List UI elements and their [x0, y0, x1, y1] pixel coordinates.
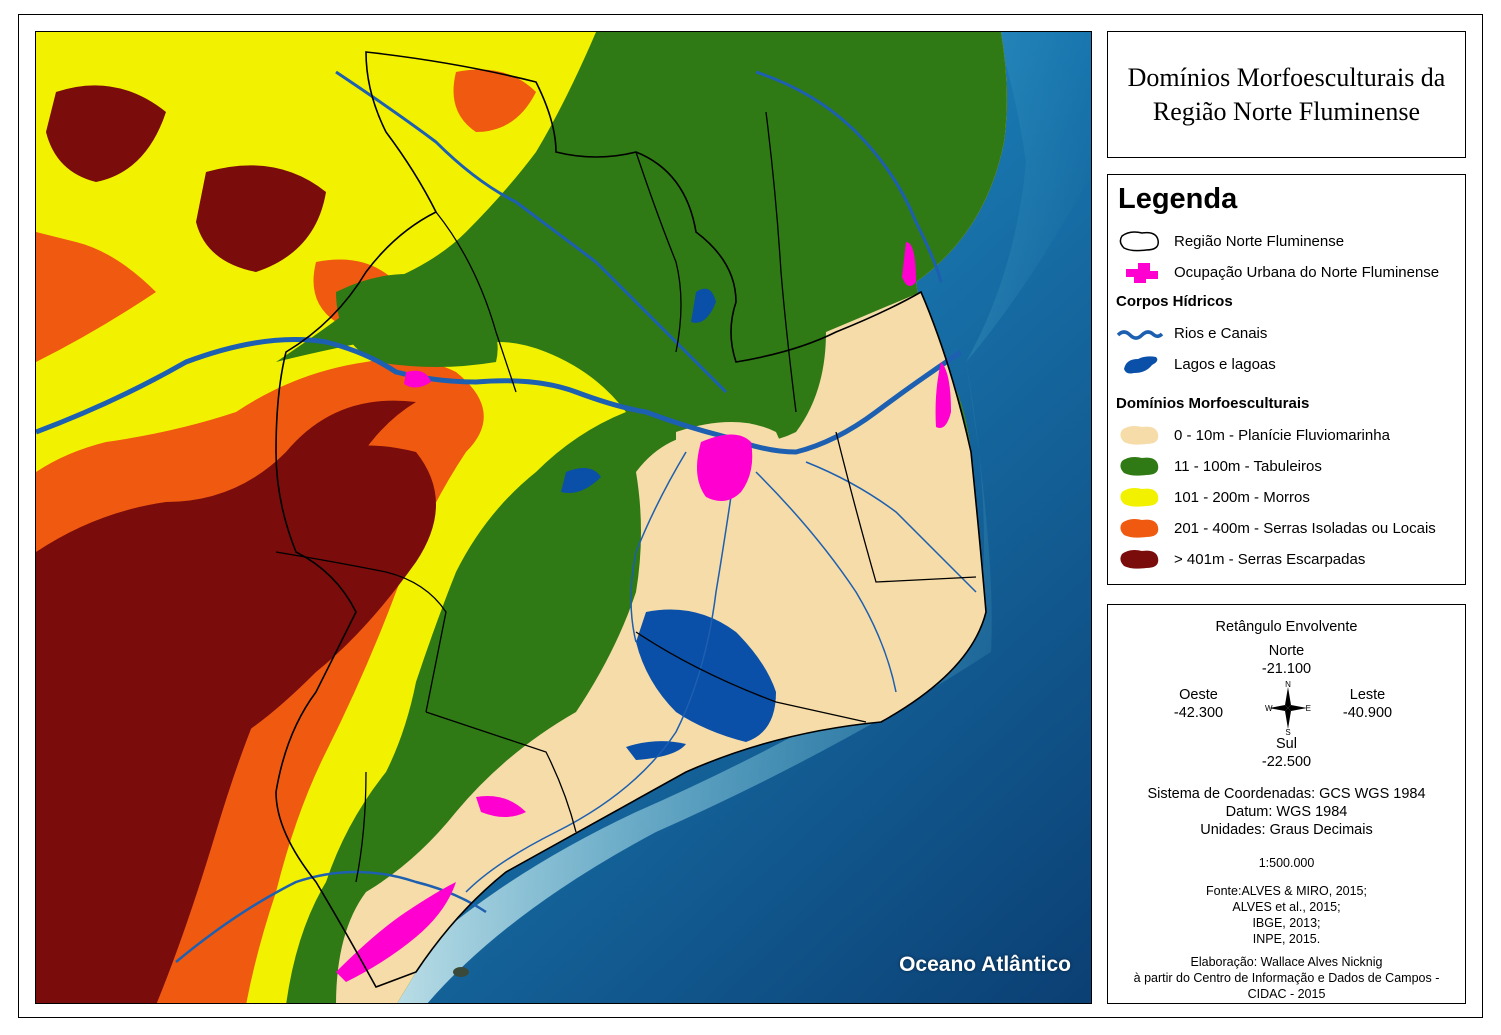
source-line: ALVES et al., 2015;: [1232, 900, 1341, 914]
municipio-divisa-1: [435, 211, 517, 393]
urbano-centro: [404, 370, 431, 388]
credit-line: à partir do Centro de Informação e Dados…: [1133, 971, 1440, 985]
legend-item-planicie: 0 - 10m - Planície Fluviomarinha: [1116, 421, 1390, 449]
legend-label: 11 - 100m - Tabuleiros: [1174, 457, 1322, 475]
canal-3: [630, 451, 687, 643]
compass-rose-icon: N S W E: [1265, 681, 1311, 735]
municipio-divisa-3: [765, 111, 797, 413]
urbano-norte: [902, 242, 916, 286]
ocean-label: Oceano Atlântico: [899, 953, 1071, 976]
rio-paraiba-do-sul: [36, 337, 963, 455]
legend-domains-heading: Domínios Morfoesculturais: [1116, 395, 1310, 412]
municipio-divisa-6: [275, 551, 447, 713]
municipio-divisa-2: [635, 151, 682, 353]
bbox-south-label: Sul: [1276, 736, 1297, 752]
regiao-norte-fluminense-outline: [275, 51, 987, 988]
lagoa-feia: [636, 609, 776, 742]
rio-itabapoana: [755, 70, 943, 283]
scale: 1:500.000: [1258, 856, 1315, 870]
map-canvas: [36, 32, 1091, 1003]
urbano-campos: [697, 434, 753, 501]
region-outline-icon: [1119, 231, 1159, 252]
bbox-east-label: Leste: [1349, 687, 1386, 703]
lake-icon: [1124, 356, 1158, 374]
legend-item-regiao: Região Norte Fluminense: [1116, 227, 1344, 255]
source-line: INPE, 2015.: [1252, 932, 1321, 946]
relief-northwest-2: [196, 165, 326, 272]
canal-2: [755, 471, 897, 693]
rio-muriae: [335, 70, 728, 394]
bbox-west-value: -42.300: [1173, 705, 1224, 721]
swatch-icon: [1120, 519, 1159, 538]
legend-item-urbana: Ocupação Urbana do Norte Fluminense: [1116, 258, 1439, 286]
urbano-macae: [336, 882, 456, 982]
relief-northwest-1: [46, 85, 166, 182]
swatch-icon: [1120, 488, 1159, 507]
bbox-heading: Retângulo Envolvente: [1215, 619, 1358, 635]
legend-label: Ocupação Urbana do Norte Fluminense: [1174, 263, 1440, 281]
legend-label: Rios e Canais: [1174, 324, 1268, 342]
datum: Datum: WGS 1984: [1225, 804, 1348, 820]
bbox-south-value: -22.500: [1261, 754, 1312, 770]
compass-w: W: [1265, 704, 1273, 713]
units: Unidades: Graus Decimais: [1200, 822, 1373, 838]
map-title: Domínios Morfoesculturais da Região Nort…: [1127, 62, 1446, 126]
legend-item-rios: Rios e Canais: [1116, 319, 1267, 347]
legend-label: > 401m - Serras Escarpadas: [1174, 550, 1366, 568]
municipio-divisa-4: [835, 431, 977, 583]
urbano-sao-joao-barra: [935, 362, 951, 428]
bbox-west-label: Oeste: [1179, 687, 1218, 703]
legend-item-serras-escarpadas: > 401m - Serras Escarpadas: [1116, 545, 1365, 573]
info-panel: Retângulo Envolvente Norte -21.100 Oeste…: [1107, 604, 1466, 1004]
swatch-icon: [1120, 426, 1159, 445]
compass-n: N: [1285, 681, 1291, 689]
domain-tabuleiros-inland: [336, 274, 498, 367]
canal-campos-macae: [465, 461, 737, 893]
lagoa-north: [691, 288, 716, 323]
credit-line: Elaboração: Wallace Alves Nicknig: [1190, 955, 1383, 969]
legend-label: 0 - 10m - Planície Fluviomarinha: [1174, 426, 1390, 444]
relief-northwest-3: [453, 69, 536, 132]
lagoa-south: [626, 741, 686, 760]
source-line: Fonte:ALVES & MIRO, 2015;: [1206, 884, 1367, 898]
legend-item-serras-isoladas: 201 - 400m - Serras Isoladas ou Locais: [1116, 514, 1436, 542]
legend-item-morros: 101 - 200m - Morros: [1116, 483, 1310, 511]
compass-e: E: [1306, 704, 1311, 713]
legend-label: 101 - 200m - Morros: [1174, 488, 1310, 506]
urbano-sul: [476, 796, 526, 817]
municipio-divisa-8: [355, 771, 367, 883]
urban-area-icon: [1126, 263, 1158, 283]
swatch-icon: [1120, 457, 1159, 476]
credit-line: CIDAC - 2015: [1247, 987, 1326, 1001]
bbox-north-value: -21.100: [1261, 661, 1312, 677]
coord-system: Sistema de Coordenadas: GCS WGS 1984: [1147, 786, 1426, 802]
canal-4: [805, 461, 977, 593]
legend-label: Lagos e lagoas: [1174, 355, 1276, 373]
legend-title: Legenda: [1118, 183, 1238, 215]
relief-center-south: [216, 445, 436, 732]
legend-item-lagos: Lagos e lagoas: [1116, 350, 1276, 378]
lagoa-inland: [561, 468, 601, 493]
title-panel: Domínios Morfoesculturais da Região Nort…: [1107, 31, 1466, 158]
legend-water-heading: Corpos Hídricos: [1116, 293, 1233, 310]
legend-panel: Legenda Região Norte Fluminense Ocupação…: [1107, 174, 1466, 585]
source-line: IBGE, 2013;: [1252, 916, 1321, 930]
legend-label: Região Norte Fluminense: [1174, 232, 1345, 250]
river-icon: [1116, 330, 1164, 340]
municipio-divisa-5: [635, 631, 867, 723]
swatch-icon: [1120, 550, 1159, 569]
legend-label: 201 - 400m - Serras Isoladas ou Locais: [1174, 519, 1436, 537]
bbox-north-label: Norte: [1268, 643, 1305, 659]
legend-item-tabuleiros: 11 - 100m - Tabuleiros: [1116, 452, 1322, 480]
map-view[interactable]: Oceano Atlântico: [35, 31, 1092, 1004]
bbox-east-value: -40.900: [1342, 705, 1393, 721]
map-frame: [18, 14, 1483, 1018]
ilha: [453, 967, 469, 977]
municipio-divisa-7: [425, 711, 577, 833]
compass-s: S: [1285, 728, 1290, 735]
